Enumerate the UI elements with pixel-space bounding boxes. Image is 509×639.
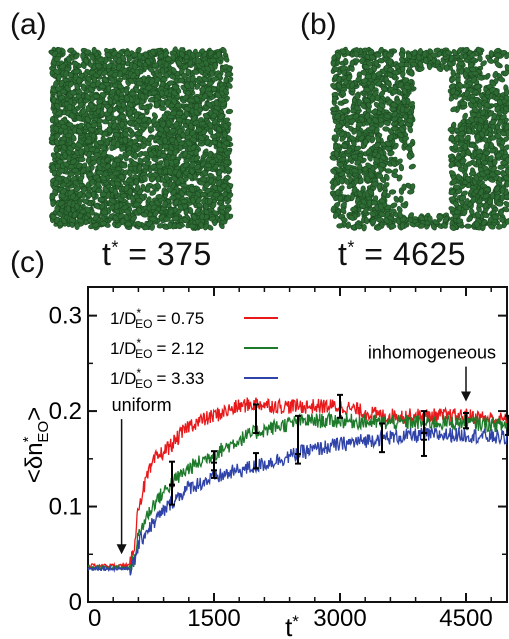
y-tick-label: 0.2 bbox=[49, 398, 82, 425]
panel-a-time: t* = 375 bbox=[102, 236, 212, 272]
legend-label: 1/D* EO = 2.12 bbox=[110, 336, 204, 361]
x-axis-label: t* bbox=[285, 612, 299, 639]
x-label-star: * bbox=[292, 612, 299, 631]
time-symbol: t bbox=[338, 236, 348, 272]
legend-label: 1/D* EO = 3.33 bbox=[110, 366, 204, 391]
y-tick-label: 0 bbox=[69, 589, 82, 616]
legend-entry-1: 1/D* EO = 0.75 bbox=[110, 306, 278, 331]
error-bar bbox=[421, 432, 427, 457]
y-axis-label: <δn*EO> bbox=[20, 407, 52, 483]
panel-a-label: (a) bbox=[10, 8, 47, 41]
panel-b-label: (b) bbox=[300, 8, 337, 41]
x-tick-label: 3000 bbox=[313, 605, 366, 632]
annotation-text: uniform bbox=[112, 395, 172, 415]
legend-entry-2: 1/D* EO = 2.12 bbox=[110, 336, 278, 361]
annotation-text: inhomogeneous bbox=[368, 343, 496, 363]
x-tick-label: 0 bbox=[88, 605, 101, 632]
legend-entry-3: 1/D* EO = 3.33 bbox=[110, 366, 278, 391]
legend-label: 1/D* EO = 0.75 bbox=[110, 306, 204, 331]
time-symbol: t bbox=[102, 236, 112, 272]
x-tick-label: 1500 bbox=[187, 605, 240, 632]
time-value: = 375 bbox=[128, 236, 212, 272]
error-bar bbox=[337, 393, 343, 419]
y-tick-label: 0.1 bbox=[49, 494, 82, 521]
x-tick-label: 4500 bbox=[439, 605, 492, 632]
annotation-2: inhomogeneous bbox=[368, 343, 496, 402]
y-tick-label: 0.3 bbox=[49, 303, 82, 330]
snapshot-a-particles bbox=[48, 46, 234, 231]
time-value: = 4625 bbox=[364, 236, 467, 272]
panel-b-time: t* = 4625 bbox=[338, 236, 467, 272]
legend: 1/D* EO = 0.75 1/D* EO = 2.12 1/D* EO = 3.33 bbox=[110, 306, 278, 391]
panel-c-label: (c) bbox=[10, 246, 45, 279]
